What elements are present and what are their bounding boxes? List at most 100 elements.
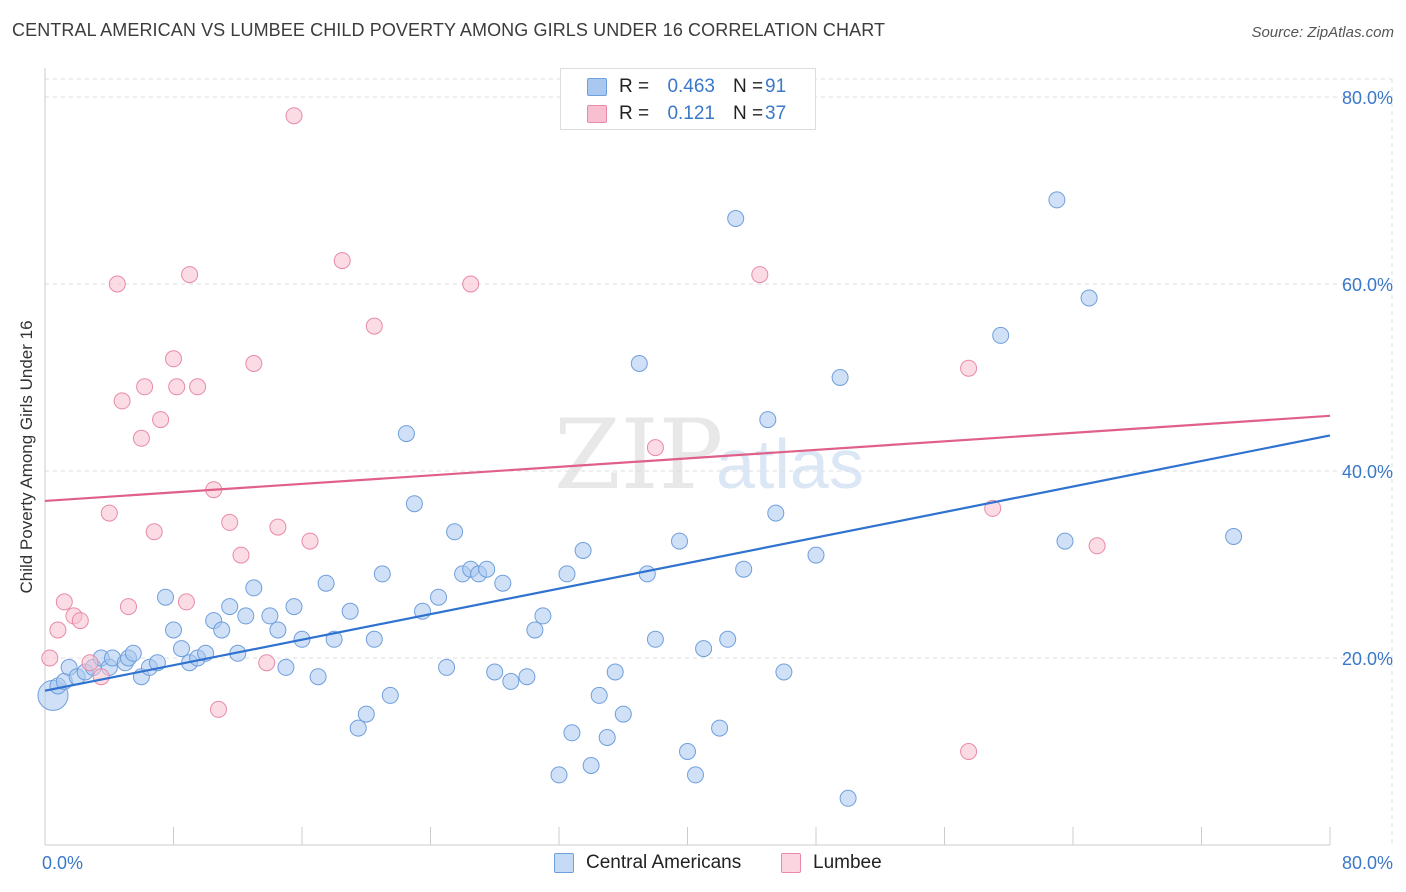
legend-row-central: R = 0.463 N = 91	[587, 75, 786, 99]
central-americans-point	[687, 766, 704, 784]
central-americans-point	[630, 355, 648, 372]
legend-n-value: 37	[765, 103, 787, 124]
central-americans-point	[719, 630, 737, 648]
central-americans-point	[767, 504, 785, 522]
lumbee-point	[245, 355, 263, 372]
lumbee-point	[181, 266, 199, 284]
legend-r-label: R =	[619, 76, 650, 97]
central-americans-point	[237, 607, 255, 625]
x-tick-label-min: 0.0%	[42, 853, 83, 873]
central-americans-point	[992, 326, 1010, 344]
central-americans-point	[502, 672, 520, 690]
axes	[44, 68, 1331, 846]
y-tick-label: 60.0%	[1342, 275, 1393, 295]
lumbee-point	[113, 392, 131, 410]
lumbee-point	[269, 518, 287, 536]
lumbee-point	[365, 317, 383, 335]
trend-lines	[44, 414, 1331, 692]
lumbee-point	[301, 532, 319, 550]
central-americans-point	[558, 565, 576, 583]
lumbee-point	[285, 107, 303, 125]
central-americans-point	[679, 743, 696, 760]
y-tick-label: 80.0%	[1342, 88, 1393, 108]
legend-label-central: Central Americans	[586, 852, 742, 873]
central-americans-point	[381, 686, 399, 704]
lumbee-point	[258, 654, 276, 672]
central-americans-point	[590, 686, 608, 704]
central-americans-point	[438, 658, 456, 676]
lumbee-point	[100, 504, 118, 522]
lumbee-point	[189, 378, 207, 396]
central-americans-point	[309, 668, 327, 686]
central-americans-point	[582, 757, 600, 774]
central-americans-point	[494, 574, 512, 592]
central-americans-point	[1048, 191, 1066, 209]
central-americans-point	[534, 607, 552, 625]
central-americans-point	[446, 523, 464, 541]
lumbee-point	[984, 499, 1002, 517]
lumbee-point	[168, 378, 186, 396]
legend-swatch-blue	[554, 853, 574, 873]
central-americans-point	[157, 588, 174, 606]
y-tick-label: 40.0%	[1342, 462, 1393, 482]
legend-r-value: 0.463	[667, 76, 715, 97]
central-americans-point	[317, 574, 335, 592]
legend-r-label: R =	[619, 103, 650, 124]
central-americans-point	[727, 210, 745, 227]
y-tick-label: 20.0%	[1342, 649, 1393, 669]
central-americans-point	[1056, 532, 1074, 550]
central-americans-point	[269, 621, 287, 639]
lumbee-point	[960, 743, 978, 760]
stats-legend: R = 0.463 N = 91 R = 0.121 N = 37	[560, 68, 816, 130]
lumbee-point	[41, 649, 59, 667]
legend-item-lumbee[interactable]: Lumbee	[781, 852, 882, 874]
lumbee-point	[462, 275, 480, 293]
central-americans-point	[245, 579, 263, 597]
central-americans-point	[711, 719, 729, 737]
legend-swatch-pink	[587, 105, 607, 123]
central-americans-point	[173, 640, 190, 658]
central-americans-point	[486, 663, 504, 681]
lumbee-point	[646, 439, 664, 457]
lumbee-point	[145, 523, 163, 541]
central-americans-point	[430, 588, 447, 606]
legend-n-label: N =	[733, 76, 764, 97]
central-americans-point	[695, 640, 713, 658]
data-points	[37, 107, 1243, 807]
legend-n-label: N =	[733, 103, 764, 124]
central-americans-point	[1080, 289, 1098, 307]
central-americans-point	[518, 668, 536, 686]
central-americans-point	[671, 532, 688, 550]
lumbee-point	[210, 700, 227, 718]
central-americans-point	[365, 630, 383, 648]
central-americans-trendline	[44, 434, 1331, 692]
lumbee-point	[108, 275, 126, 293]
central-americans-point	[478, 560, 496, 578]
central-americans-point	[124, 644, 142, 662]
central-americans-point	[405, 495, 423, 513]
lumbee-point	[1088, 537, 1106, 555]
legend-item-central-americans[interactable]: Central Americans	[554, 852, 741, 874]
source-label: Source: ZipAtlas.com	[1251, 24, 1394, 41]
lumbee-point	[177, 593, 195, 611]
central-americans-point	[261, 607, 279, 625]
x-tick-label-max: 80.0%	[1342, 853, 1393, 873]
central-americans-point	[831, 369, 849, 386]
lumbee-point	[49, 621, 67, 639]
lumbee-point	[221, 513, 239, 531]
central-americans-point	[563, 724, 581, 742]
lumbee-point	[165, 350, 182, 368]
legend-row-lumbee: R = 0.121 N = 37	[587, 102, 786, 126]
lumbee-point	[136, 378, 154, 396]
central-americans-point	[614, 705, 632, 723]
lumbee-point	[71, 612, 89, 630]
watermark-atlas: atlas	[716, 425, 864, 503]
central-americans-point	[397, 425, 415, 443]
lumbee-point	[333, 252, 351, 270]
central-americans-point	[165, 621, 182, 639]
central-americans-point	[550, 766, 568, 784]
lumbee-point	[55, 593, 73, 611]
watermark-zip: ZIP	[554, 399, 723, 511]
central-americans-point	[646, 630, 664, 648]
central-americans-point	[606, 663, 624, 681]
